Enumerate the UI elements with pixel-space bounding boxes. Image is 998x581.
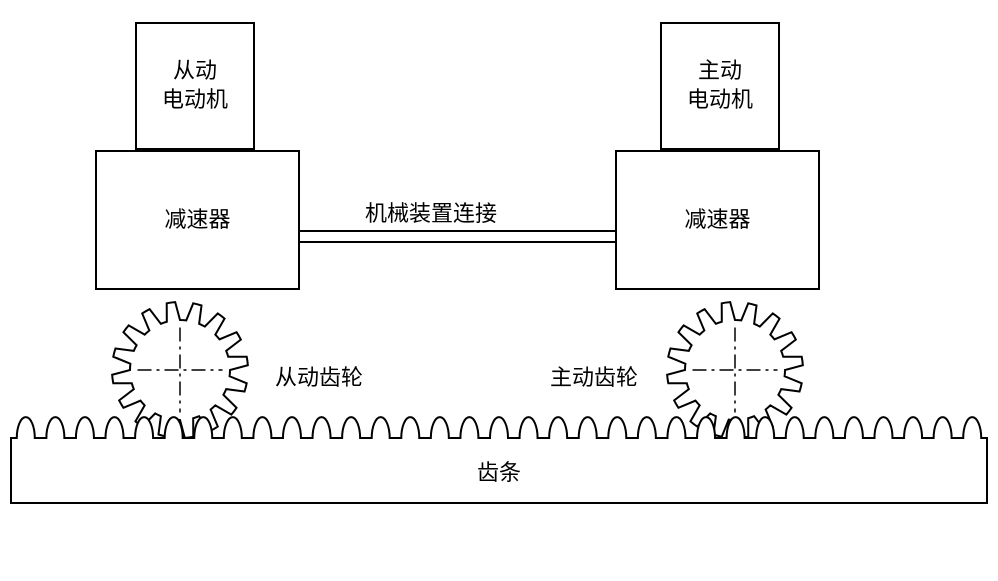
right-reducer-label: 减速器 [684, 206, 750, 235]
left-motor-box: 从动电动机 [135, 22, 255, 150]
right-gear-label: 主动齿轮 [550, 360, 638, 392]
left-gear-label: 从动齿轮 [275, 360, 363, 392]
connecting-shaft [300, 230, 615, 243]
right-motor-box: 主动电动机 [660, 22, 780, 150]
left-reducer-label: 减速器 [164, 206, 230, 235]
right-reducer-box: 减速器 [615, 150, 820, 290]
shaft-label: 机械装置连接 [365, 196, 497, 228]
left-motor-label: 从动电动机 [162, 57, 228, 114]
right-motor-label: 主动电动机 [687, 57, 753, 114]
rack: 齿条 [10, 416, 988, 504]
left-reducer-box: 减速器 [95, 150, 300, 290]
rack-label: 齿条 [477, 460, 521, 485]
